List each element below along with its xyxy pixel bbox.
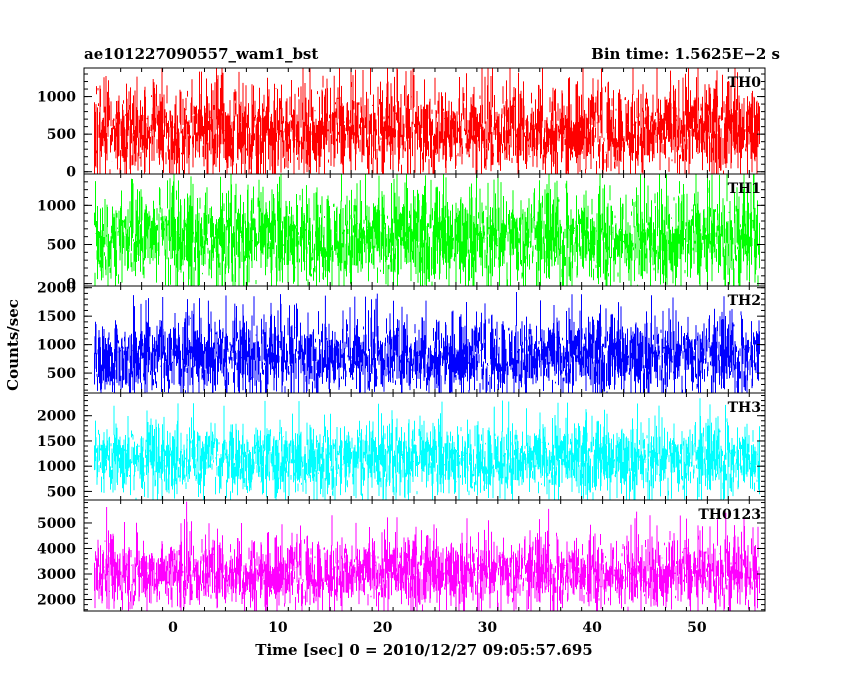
panel-th3: 500 1000 1500 2000 TH3	[37, 392, 766, 501]
panel-label: TH0	[728, 75, 762, 91]
y-tick-label: 2000	[37, 409, 76, 425]
y-tick-label: 1000	[37, 338, 76, 354]
y-tick-label: 1000	[37, 90, 76, 106]
bin-time-label: Bin time: 1.5625E−2 s	[591, 45, 780, 63]
x-tick-label: 40	[582, 620, 602, 636]
y-tick-label: 2000	[37, 593, 76, 609]
x-tick-label: 10	[268, 620, 288, 636]
panel-th0123: 2000 3000 4000 5000 TH0123	[37, 499, 766, 612]
y-tick-label: 500	[47, 366, 76, 382]
panel-frame	[83, 499, 766, 612]
y-tick-label: 500	[47, 484, 76, 500]
x-tick-label: 20	[373, 620, 393, 636]
panel-label: TH3	[728, 400, 761, 416]
panel-th2: 500 1000 1500 2000 TH2	[37, 281, 766, 394]
panel-label: TH0123	[698, 507, 761, 523]
panels: 0 500 1000 TH0 0 500 1000 TH1 500 1000 1500 2000 TH2…	[37, 67, 766, 612]
y-tick-label: 1000	[37, 198, 76, 214]
panel-th0: 0 500 1000 TH0	[37, 67, 766, 181]
y-tick-label: 3000	[37, 567, 76, 583]
y-tick-label: 500	[47, 237, 76, 253]
panel-th1: 0 500 1000 TH1	[37, 173, 766, 293]
x-axis-ticks: 0 10 20 30 40 50	[168, 620, 707, 636]
series-th1-trace	[94, 174, 760, 286]
series-th2-trace	[94, 292, 760, 393]
x-tick-label: 50	[687, 620, 707, 636]
chart-title: ae101227090557_wam1_bst	[84, 45, 318, 63]
x-tick-label: 0	[168, 620, 178, 636]
y-tick-label: 1500	[37, 434, 76, 450]
series-th0-trace	[94, 68, 760, 174]
y-tick-label: 1500	[37, 309, 76, 325]
series-th3-trace	[94, 398, 760, 500]
x-axis-label: Time [sec] 0 = 2010/12/27 09:05:57.695	[255, 641, 592, 659]
series-th0123-trace	[94, 501, 760, 611]
y-tick-label: 0	[66, 277, 76, 293]
y-tick-label: 1000	[37, 459, 76, 475]
y-axis-label: Counts/sec	[4, 299, 22, 391]
x-tick-label: 30	[478, 620, 498, 636]
panel-label: TH2	[728, 293, 761, 309]
y-tick-label: 5000	[37, 516, 76, 532]
y-tick-label: 4000	[37, 541, 76, 557]
y-tick-label: 500	[47, 127, 76, 143]
y-tick-label: 0	[66, 165, 76, 181]
y-tick-label: 2000	[37, 281, 76, 297]
panel-label: TH1	[728, 181, 761, 197]
